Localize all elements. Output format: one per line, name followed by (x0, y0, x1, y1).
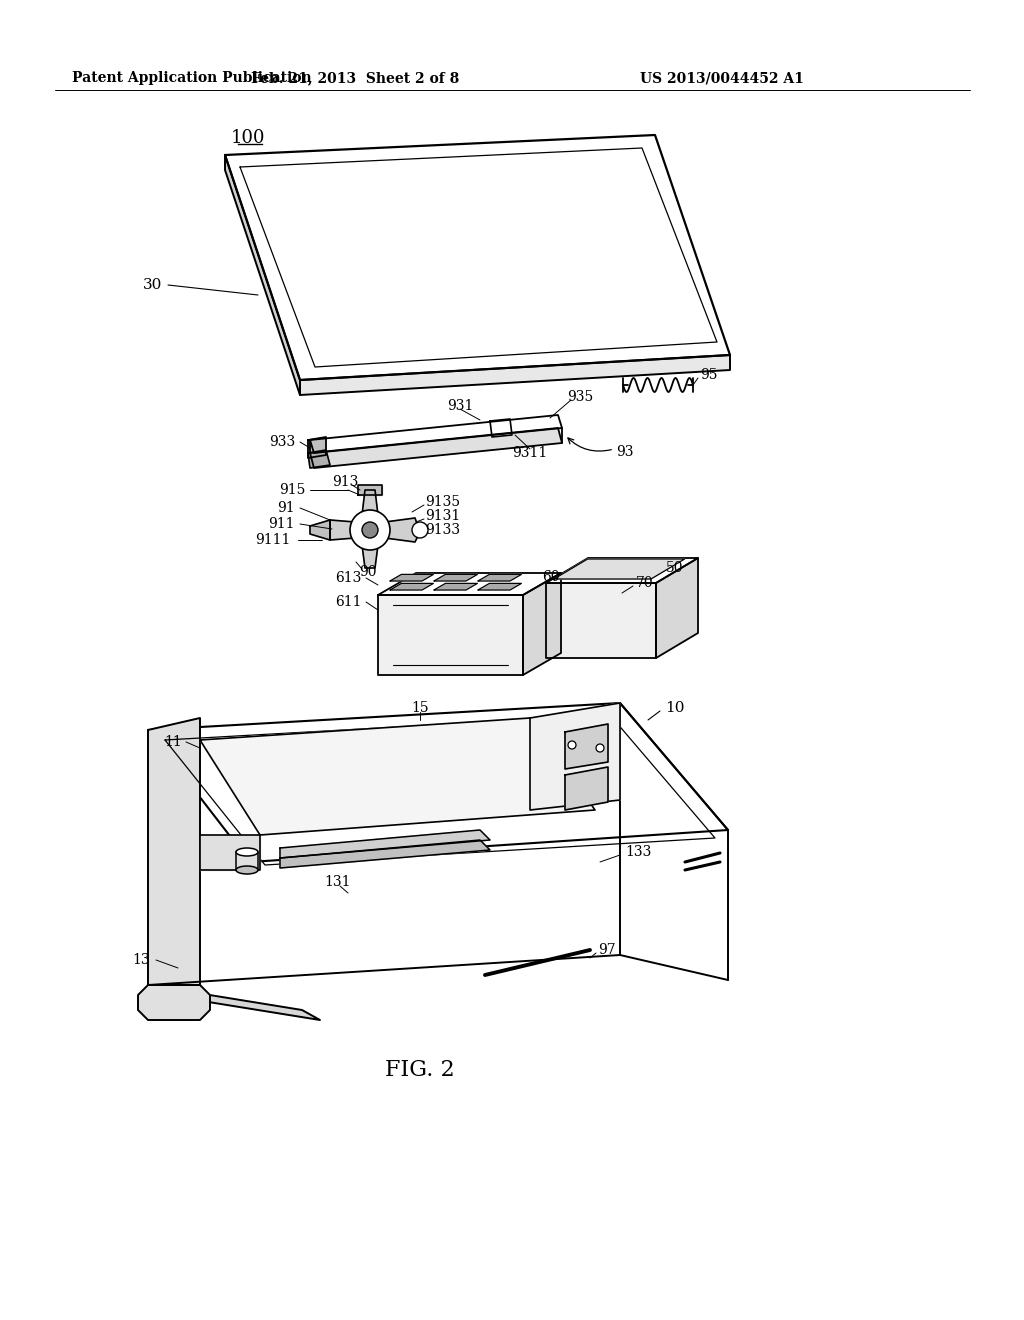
Polygon shape (148, 704, 728, 862)
Text: 91: 91 (278, 502, 295, 515)
Polygon shape (280, 830, 490, 858)
Text: 60: 60 (542, 570, 559, 583)
Text: 935: 935 (567, 389, 593, 404)
Text: 97: 97 (598, 942, 615, 957)
Polygon shape (434, 583, 477, 590)
Polygon shape (280, 840, 490, 869)
Polygon shape (362, 490, 378, 515)
Polygon shape (490, 418, 512, 437)
Polygon shape (330, 520, 355, 540)
Polygon shape (385, 517, 420, 543)
Polygon shape (200, 718, 595, 836)
Text: 30: 30 (142, 279, 162, 292)
Polygon shape (434, 574, 477, 581)
Polygon shape (390, 583, 433, 590)
Text: 9131: 9131 (425, 510, 460, 523)
Text: 100: 100 (230, 129, 265, 147)
Polygon shape (546, 558, 698, 583)
Polygon shape (478, 574, 521, 581)
Polygon shape (148, 985, 319, 1020)
Text: 93: 93 (616, 445, 634, 459)
Polygon shape (200, 836, 260, 870)
Polygon shape (225, 135, 730, 380)
Polygon shape (358, 484, 382, 495)
Polygon shape (148, 730, 165, 995)
Ellipse shape (236, 866, 258, 874)
Text: 95: 95 (700, 368, 718, 381)
Polygon shape (308, 437, 326, 458)
Circle shape (350, 510, 390, 550)
Polygon shape (478, 583, 521, 590)
Text: 10: 10 (665, 701, 684, 715)
Polygon shape (300, 355, 730, 395)
Text: 13: 13 (132, 953, 150, 968)
Text: 613: 613 (336, 572, 362, 585)
Text: US 2013/0044452 A1: US 2013/0044452 A1 (640, 71, 804, 84)
Circle shape (412, 521, 428, 539)
Polygon shape (546, 583, 656, 657)
Ellipse shape (236, 847, 258, 855)
Polygon shape (225, 154, 300, 395)
Text: 50: 50 (666, 561, 683, 576)
Text: 15: 15 (412, 701, 429, 715)
Text: 9135: 9135 (425, 495, 460, 510)
Polygon shape (656, 558, 698, 657)
Text: 9311: 9311 (512, 446, 548, 459)
Text: 913: 913 (332, 475, 358, 488)
Text: 933: 933 (268, 436, 295, 449)
Text: 915: 915 (279, 483, 305, 498)
Polygon shape (310, 520, 330, 540)
Text: 9111: 9111 (255, 533, 290, 546)
Circle shape (568, 741, 575, 748)
Text: 133: 133 (625, 845, 651, 859)
Text: 11: 11 (164, 735, 182, 748)
Polygon shape (565, 723, 608, 770)
Text: 9133: 9133 (425, 523, 460, 537)
Text: 931: 931 (446, 399, 473, 413)
Text: 911: 911 (268, 517, 295, 531)
Text: FIG. 2: FIG. 2 (385, 1059, 455, 1081)
Polygon shape (308, 450, 330, 469)
Polygon shape (390, 574, 433, 581)
Text: 611: 611 (336, 595, 362, 609)
Text: Patent Application Publication: Patent Application Publication (72, 71, 311, 84)
Text: 131: 131 (325, 875, 351, 888)
Polygon shape (362, 545, 378, 568)
Polygon shape (310, 414, 562, 453)
Circle shape (596, 744, 604, 752)
Polygon shape (530, 704, 620, 810)
Polygon shape (565, 767, 608, 810)
Polygon shape (523, 573, 561, 675)
Text: 70: 70 (636, 576, 653, 590)
Text: Feb. 21, 2013  Sheet 2 of 8: Feb. 21, 2013 Sheet 2 of 8 (251, 71, 459, 84)
Polygon shape (378, 595, 523, 675)
Polygon shape (554, 558, 685, 579)
Circle shape (362, 521, 378, 539)
Polygon shape (378, 573, 561, 595)
Polygon shape (138, 985, 210, 1020)
Polygon shape (310, 428, 562, 469)
Text: 90: 90 (359, 565, 377, 579)
Polygon shape (148, 718, 200, 985)
